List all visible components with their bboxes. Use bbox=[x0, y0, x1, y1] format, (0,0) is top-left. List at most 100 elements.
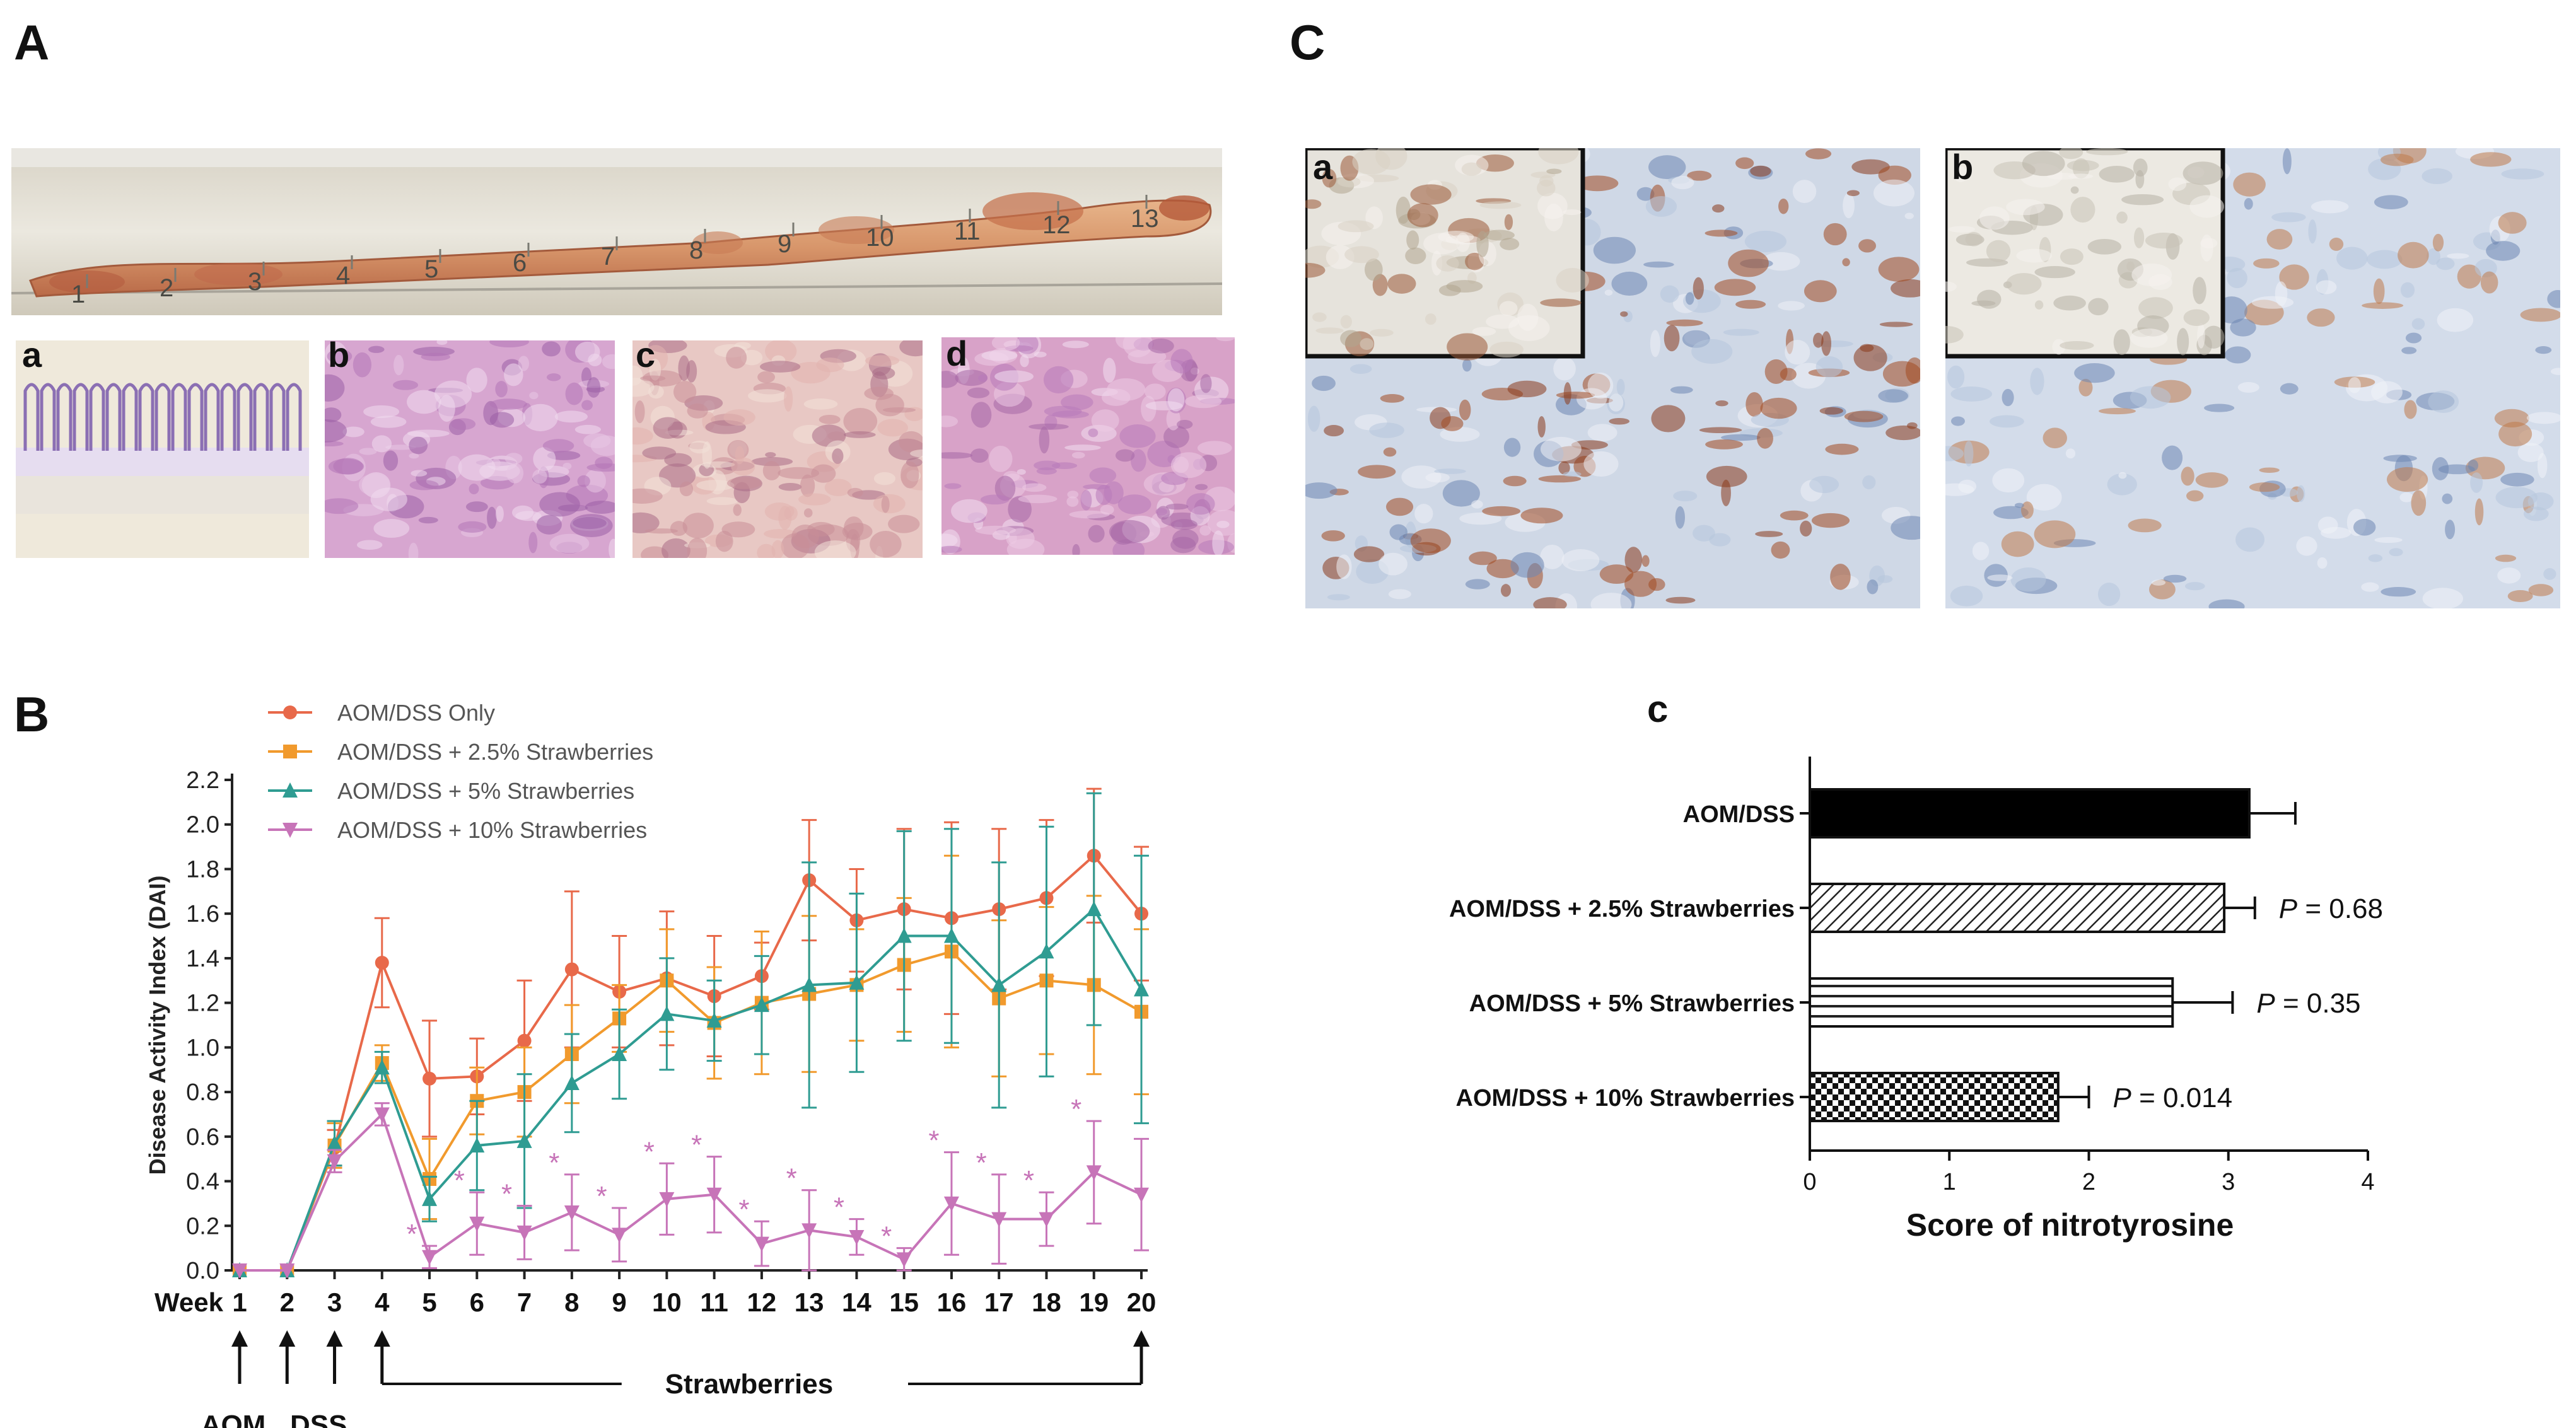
data-point bbox=[469, 1216, 485, 1232]
tissue-texture bbox=[1650, 330, 1660, 357]
tissue-texture bbox=[1462, 359, 1472, 372]
tissue-texture bbox=[1891, 279, 1920, 298]
tissue-texture bbox=[602, 354, 615, 369]
tissue-texture bbox=[1815, 356, 1843, 378]
tissue-texture bbox=[2361, 582, 2379, 592]
tissue-texture bbox=[1469, 551, 1497, 566]
tissue-texture bbox=[2181, 467, 2194, 486]
histology-b bbox=[325, 340, 615, 558]
tissue-texture bbox=[1705, 439, 1743, 450]
tissue-texture bbox=[549, 533, 590, 554]
p-value-label: P = 0.014 bbox=[2113, 1083, 2233, 1113]
tissue-texture bbox=[644, 528, 678, 534]
tissue-texture bbox=[1305, 262, 1326, 278]
tissue-texture bbox=[495, 506, 504, 522]
strawberries-label: Strawberries bbox=[665, 1369, 834, 1400]
tissue-texture bbox=[1670, 386, 1693, 394]
data-point bbox=[517, 1033, 532, 1048]
tissue-texture bbox=[1540, 298, 1582, 307]
tissue-texture bbox=[910, 450, 923, 458]
tissue-texture bbox=[2227, 267, 2247, 289]
tissue-texture bbox=[778, 506, 792, 530]
tissue-texture bbox=[495, 381, 508, 398]
tissue-texture bbox=[1563, 471, 1582, 477]
tissue-texture bbox=[2068, 173, 2094, 179]
tissue-texture bbox=[975, 525, 1017, 535]
tissue-texture bbox=[465, 501, 488, 513]
tissue-texture bbox=[325, 374, 345, 402]
tissue-texture bbox=[881, 496, 890, 513]
tissue-texture bbox=[1503, 475, 1527, 487]
tissue-texture bbox=[2204, 403, 2235, 412]
tissue-texture bbox=[778, 467, 820, 479]
tissue-texture bbox=[2411, 318, 2425, 330]
tissue-texture bbox=[1459, 399, 1471, 421]
tissue-texture bbox=[1664, 325, 1680, 352]
tissue-texture bbox=[2266, 229, 2293, 250]
x-tick-label: 11 bbox=[700, 1287, 728, 1317]
tissue-texture bbox=[2373, 278, 2385, 305]
ruler-mark-13: 13 bbox=[1131, 205, 1159, 233]
tissue-texture bbox=[941, 415, 959, 427]
data-point bbox=[422, 1190, 438, 1206]
tissue-texture bbox=[466, 368, 487, 393]
tissue-texture bbox=[648, 385, 664, 399]
tissue-texture bbox=[1212, 530, 1225, 555]
tissue-texture bbox=[407, 429, 450, 438]
x-tick-label: 7 bbox=[517, 1287, 532, 1317]
tissue-texture bbox=[1878, 165, 1911, 185]
tissue-texture bbox=[2168, 177, 2187, 191]
tissue-texture bbox=[2296, 536, 2317, 556]
tissue-texture bbox=[1062, 340, 1089, 349]
tissue-texture bbox=[1489, 341, 1524, 358]
tissue-texture bbox=[1624, 571, 1657, 597]
significance-asterisk: * bbox=[928, 1125, 939, 1156]
tissue-texture bbox=[673, 381, 697, 403]
tissue-texture bbox=[529, 392, 539, 400]
tissue-texture bbox=[421, 352, 450, 361]
data-point bbox=[991, 977, 1007, 992]
data-point bbox=[801, 977, 817, 992]
tissue-texture bbox=[2297, 485, 2305, 502]
tissue-texture bbox=[1144, 383, 1166, 400]
dai-line-chart: 0.0 0.2 0.4 0.6 0.8 1.0 1.2 1.4 1.6 1.8 2.0 2.2 Dise… bbox=[144, 700, 1156, 1428]
x-tick-label: 16 bbox=[937, 1287, 967, 1317]
tissue-texture bbox=[583, 433, 611, 449]
tissue-texture bbox=[687, 538, 708, 558]
crypt-shape bbox=[73, 383, 89, 451]
tissue-texture bbox=[2470, 472, 2483, 493]
tissue-texture bbox=[1878, 257, 1920, 282]
tissue-texture bbox=[371, 435, 392, 453]
tissue-texture bbox=[1305, 199, 1322, 209]
tissue-texture bbox=[1109, 520, 1150, 544]
tissue-texture bbox=[2197, 323, 2205, 349]
tissue-texture bbox=[1611, 271, 1648, 296]
y-tick-label: 1.8 bbox=[186, 856, 219, 883]
data-point bbox=[1039, 1212, 1054, 1228]
tissue-texture bbox=[1199, 525, 1211, 536]
tissue-texture bbox=[726, 347, 747, 369]
line-chart-axes: 0.0 0.2 0.4 0.6 0.8 1.0 1.2 1.4 1.6 1.8 2.0 2.2 Dise… bbox=[144, 767, 1156, 1317]
tissue-texture bbox=[640, 375, 666, 381]
tissue-texture bbox=[1425, 313, 1437, 325]
bar-x-tick-label: 2 bbox=[2082, 1169, 2095, 1195]
tissue-texture bbox=[1879, 322, 1913, 327]
tissue-texture bbox=[1441, 415, 1464, 431]
tissue-texture bbox=[649, 358, 661, 381]
tissue-texture bbox=[1830, 564, 1851, 590]
tissue-texture bbox=[2427, 248, 2440, 265]
arrow-head bbox=[373, 1330, 390, 1347]
tissue-texture bbox=[1034, 460, 1061, 470]
tissue-texture bbox=[1338, 220, 1374, 233]
significance-asterisk: * bbox=[454, 1165, 465, 1196]
tissue-texture bbox=[581, 400, 593, 410]
tissue-texture bbox=[991, 337, 1020, 351]
tissue-texture bbox=[451, 418, 476, 430]
tissue-texture bbox=[1800, 520, 1812, 537]
tissue-texture bbox=[2133, 227, 2145, 248]
bar-category-label: AOM/DSS + 5% Strawberries bbox=[1469, 990, 1795, 1017]
data-point bbox=[943, 927, 959, 943]
tissue-texture bbox=[2010, 567, 2046, 592]
tissue-texture bbox=[1860, 344, 1874, 352]
tissue-texture bbox=[1705, 229, 1738, 237]
